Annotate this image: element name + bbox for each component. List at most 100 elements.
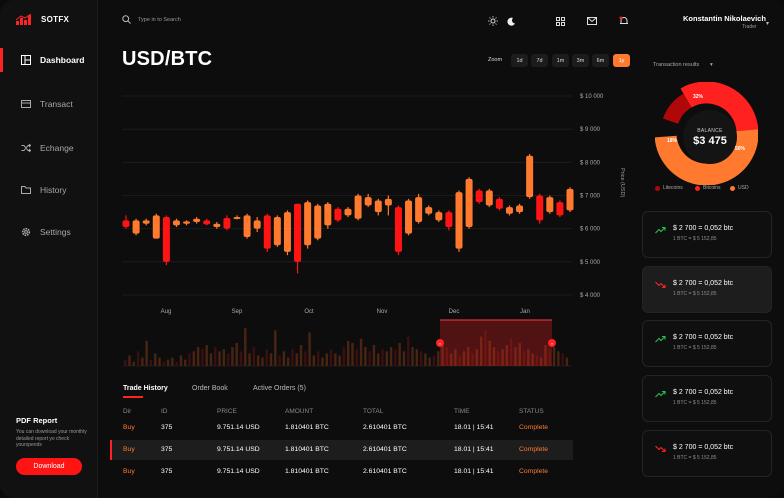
candle xyxy=(132,220,140,234)
volume-bar xyxy=(449,353,453,366)
zoom-7d-button[interactable]: 7d xyxy=(531,54,548,67)
volume-bar xyxy=(154,353,157,366)
volume-bar xyxy=(458,355,461,366)
chevron-down-icon[interactable]: ▾ xyxy=(766,21,770,27)
tab-trade-history[interactable]: Trade History xyxy=(123,385,168,392)
volume-bar xyxy=(158,357,161,366)
volume-bar xyxy=(124,359,127,366)
volume-bar xyxy=(462,351,466,366)
volume-bar xyxy=(492,347,496,366)
volume-bar xyxy=(368,351,371,366)
volume-bar xyxy=(274,330,277,366)
volume-bar xyxy=(312,355,316,366)
cell-amount: 1.810401 BTC xyxy=(285,424,329,431)
moon-icon[interactable] xyxy=(504,14,518,28)
volume-bar xyxy=(381,349,384,366)
transaction-results-select[interactable]: Transaction results xyxy=(653,62,700,68)
volume-bar xyxy=(407,336,410,366)
donut-segment-litecoins xyxy=(660,87,753,180)
table-row[interactable]: Buy 375 9.751.14 USD 1.810401 BTC 2.6104… xyxy=(110,462,573,482)
shuffle-icon xyxy=(21,143,31,153)
volume-bar xyxy=(278,355,281,366)
volume-bar xyxy=(342,347,346,366)
volume-bar xyxy=(222,349,226,366)
volume-bar xyxy=(261,357,264,366)
zoom-3m-button[interactable]: 3m xyxy=(572,54,589,67)
volume-bar xyxy=(544,345,547,366)
chevron-down-icon[interactable]: ▾ xyxy=(710,62,713,68)
table-row[interactable]: Buy 375 9.751.14 USD 1.810401 BTC 2.6104… xyxy=(110,440,573,460)
zoom-6m-button[interactable]: 6m xyxy=(592,54,609,67)
sidebar-item-label: Transact xyxy=(40,99,73,109)
candle xyxy=(546,197,554,213)
transaction-amount: $ 2 700 = 0,052 btc xyxy=(673,389,734,396)
brand-logo[interactable]: SOTFX xyxy=(16,14,69,25)
transaction-rate: 1 BTC = $ 5 152,85 xyxy=(673,345,717,351)
volume-bar xyxy=(398,342,401,366)
download-button[interactable]: Download xyxy=(16,458,82,475)
volume-bar xyxy=(522,351,526,366)
transaction-card[interactable]: $ 2 700 = 0,052 btc 1 BTC = $ 5 152,85 xyxy=(642,375,772,422)
search-bar[interactable]: Type in to Search xyxy=(122,15,181,24)
tab-order-book[interactable]: Order Book xyxy=(192,385,228,392)
table-row[interactable]: Buy 375 9.751.14 USD 1.810401 BTC 2.6104… xyxy=(110,419,573,439)
bell-icon[interactable] xyxy=(617,14,631,28)
grid-icon[interactable] xyxy=(553,14,567,28)
zoom-1m-button[interactable]: 1m xyxy=(552,54,569,67)
y-tick-label: $ 6 000 xyxy=(580,227,601,233)
volume-bar xyxy=(411,347,414,366)
y-tick-label: $ 7 000 xyxy=(580,194,601,200)
mail-icon[interactable] xyxy=(585,14,599,28)
volume-bar xyxy=(304,351,307,366)
volume-bar xyxy=(347,340,350,366)
volume-bar xyxy=(505,345,509,366)
candle xyxy=(263,215,271,249)
zoom-1d-button[interactable]: 1d xyxy=(511,54,528,67)
volume-bar xyxy=(364,347,367,366)
volume-bar xyxy=(385,351,388,366)
sidebar-item-dashboard[interactable]: Dashboard xyxy=(0,48,98,72)
range-handle-arrows-icon: ‹› xyxy=(551,341,554,346)
transaction-card[interactable]: $ 2 700 = 0,052 btc 1 BTC = $ 5 152,85 xyxy=(642,211,772,258)
sidebar-item-transact[interactable]: Transact xyxy=(0,92,98,116)
volume-bar xyxy=(557,351,560,366)
cell-dir: Buy xyxy=(123,468,135,475)
volume-bar xyxy=(531,353,534,366)
column-header-id: ID xyxy=(161,408,168,415)
cell-price: 9.751.14 USD xyxy=(217,468,260,475)
tab-active-orders[interactable]: Active Orders (5) xyxy=(253,385,306,392)
search-input[interactable]: Type in to Search xyxy=(138,16,181,23)
sidebar-item-history[interactable]: History xyxy=(0,178,98,202)
legend-usd: USD xyxy=(730,185,749,191)
candle xyxy=(455,192,463,249)
cell-dir: Buy xyxy=(123,424,135,431)
volume-bar xyxy=(441,340,444,366)
volume-bar xyxy=(295,353,298,366)
volume-bar xyxy=(389,347,393,366)
selected-range xyxy=(440,320,552,366)
volume-bar xyxy=(424,353,427,366)
volume-bar xyxy=(128,355,131,366)
sun-icon[interactable] xyxy=(486,14,500,28)
volume-bar xyxy=(325,353,328,366)
cell-dir: Buy xyxy=(123,446,135,453)
transaction-card[interactable]: $ 2 700 = 0,052 btc 1 BTC = $ 5 152,85 xyxy=(642,266,772,313)
volume-bar xyxy=(432,355,436,366)
balance-value: $3 475 xyxy=(693,134,727,147)
zoom-1y-button[interactable]: 1y xyxy=(613,54,630,67)
range-handle-arrows-icon: ‹› xyxy=(439,341,442,346)
volume-bar xyxy=(535,355,539,366)
column-header-status: STATUS xyxy=(519,408,544,415)
cell-price: 9.751.14 USD xyxy=(217,446,260,453)
trend-up-icon xyxy=(655,226,666,234)
user-name[interactable]: Konstantin Nikolaevich xyxy=(683,14,766,23)
x-tick-label: Sep xyxy=(232,309,243,315)
sidebar-item-settings[interactable]: Settings xyxy=(0,220,98,244)
transaction-card[interactable]: $ 2 700 = 0,052 btc 1 BTC = $ 5 152,85 xyxy=(642,430,772,477)
y-tick-label: $ 9 000 xyxy=(580,127,601,133)
transaction-card[interactable]: $ 2 700 = 0,052 btc 1 BTC = $ 5 152,85 xyxy=(642,320,772,367)
cell-time: 18.01 | 15:41 xyxy=(454,446,494,453)
volume-bar xyxy=(141,357,144,366)
sidebar-item-echange[interactable]: Echange xyxy=(0,136,98,160)
candle xyxy=(374,200,382,213)
